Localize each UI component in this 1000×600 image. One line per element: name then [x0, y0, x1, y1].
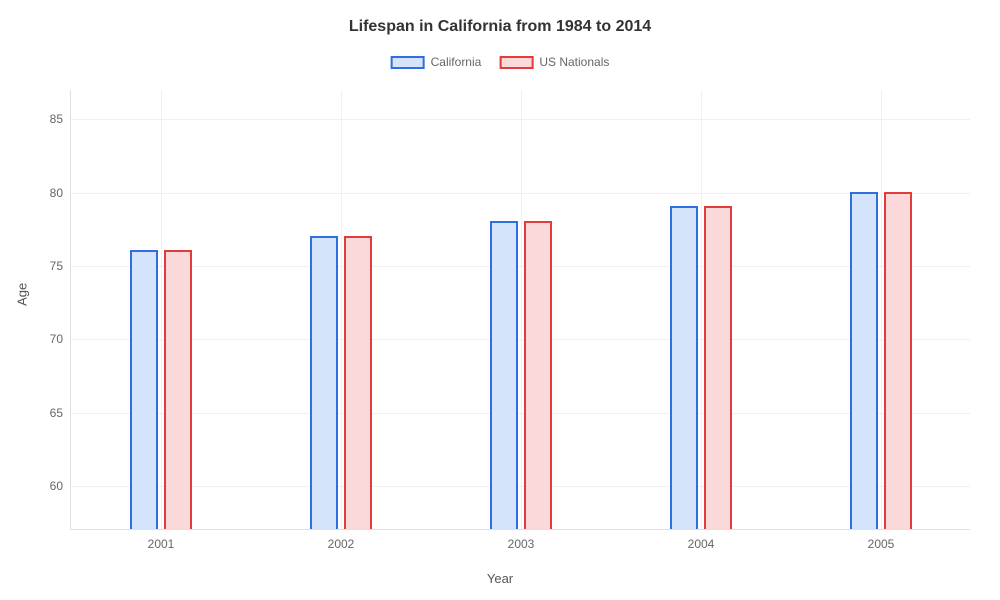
bar-us-nationals-2004	[704, 206, 732, 529]
bar-us-nationals-2005	[884, 192, 912, 529]
gridline-v	[521, 90, 522, 529]
legend-label-california: California	[431, 55, 482, 69]
gridline-v	[881, 90, 882, 529]
bar-california-2004	[670, 206, 698, 529]
legend-swatch-us-nationals	[499, 56, 533, 69]
bar-california-2002	[310, 236, 338, 529]
chart-title: Lifespan in California from 1984 to 2014	[0, 18, 1000, 36]
y-tick-label: 70	[50, 332, 71, 346]
bar-us-nationals-2002	[344, 236, 372, 529]
x-tick-label: 2002	[328, 529, 355, 551]
gridline-v	[341, 90, 342, 529]
bar-california-2003	[490, 221, 518, 529]
bar-us-nationals-2001	[164, 250, 192, 529]
y-tick-label: 85	[50, 112, 71, 126]
lifespan-chart: Lifespan in California from 1984 to 2014…	[0, 0, 1000, 600]
x-axis-title: Year	[487, 571, 513, 586]
x-tick-label: 2005	[868, 529, 895, 551]
plot-area: 60657075808520012002200320042005	[70, 90, 970, 530]
legend-label-us-nationals: US Nationals	[539, 55, 609, 69]
y-tick-label: 80	[50, 186, 71, 200]
legend-swatch-california	[391, 56, 425, 69]
y-axis-title: Age	[15, 283, 30, 306]
legend-item-california: California	[391, 55, 482, 69]
y-tick-label: 65	[50, 406, 71, 420]
legend: California US Nationals	[391, 55, 610, 69]
x-tick-label: 2004	[688, 529, 715, 551]
y-tick-label: 75	[50, 259, 71, 273]
x-tick-label: 2003	[508, 529, 535, 551]
y-tick-label: 60	[50, 479, 71, 493]
gridline-v	[161, 90, 162, 529]
x-tick-label: 2001	[148, 529, 175, 551]
bar-california-2005	[850, 192, 878, 529]
gridline-v	[701, 90, 702, 529]
bar-us-nationals-2003	[524, 221, 552, 529]
bar-california-2001	[130, 250, 158, 529]
legend-item-us-nationals: US Nationals	[499, 55, 609, 69]
